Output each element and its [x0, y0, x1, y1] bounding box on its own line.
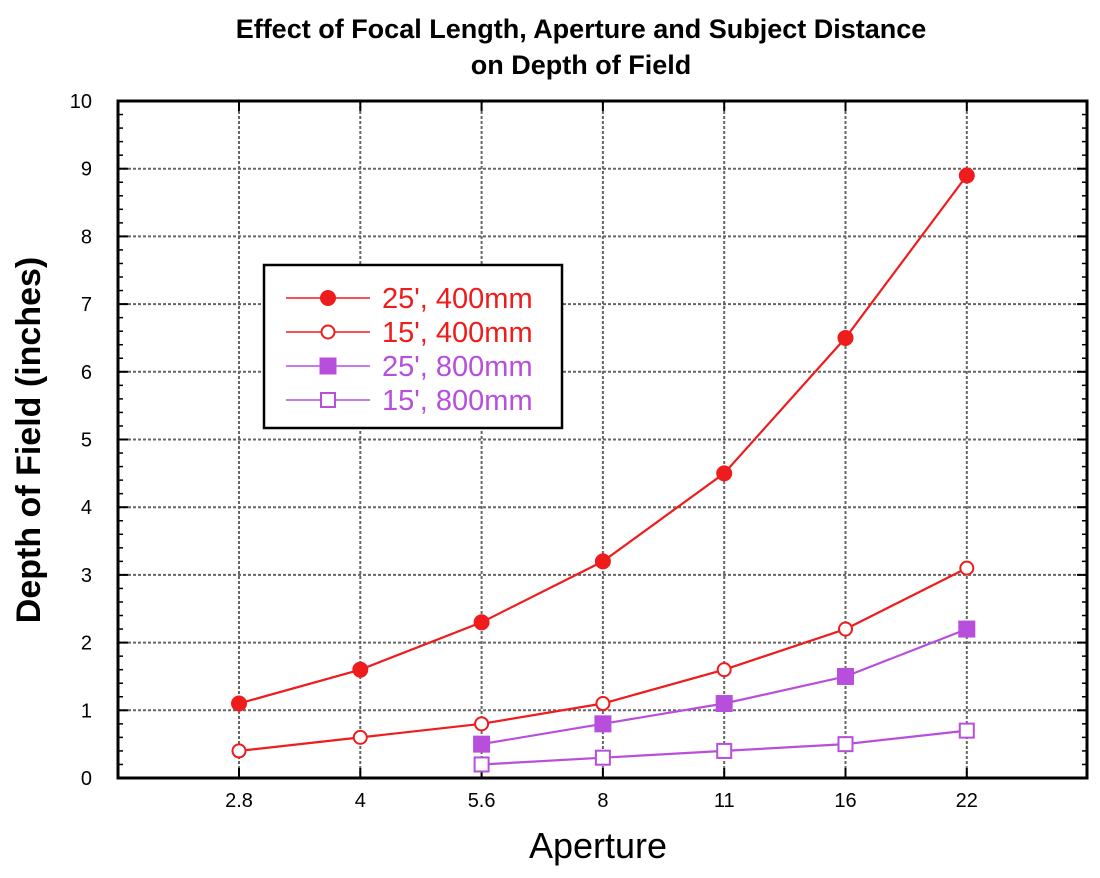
- x-axis-label: Aperture: [529, 825, 667, 866]
- legend-box: [262, 263, 564, 430]
- data-point: [716, 742, 733, 759]
- chart-title-line-1: Effect of Focal Length, Aperture and Sub…: [236, 14, 927, 44]
- series-4: [473, 722, 975, 773]
- series-2: [231, 560, 975, 759]
- data-point: [352, 661, 369, 678]
- legend-label: 25', 400mm: [382, 283, 533, 315]
- legend-item-2: 15', 400mm: [286, 317, 533, 349]
- data-point: [595, 696, 611, 712]
- y-tick-label: 9: [81, 159, 92, 181]
- x-tick-label: 16: [834, 790, 856, 812]
- data-point: [838, 621, 853, 637]
- legend-item-1: 25', 400mm: [286, 283, 533, 315]
- y-tick-label: 8: [81, 226, 92, 248]
- data-point: [594, 553, 611, 570]
- y-tick-label: 1: [81, 700, 92, 722]
- y-tick-label: 3: [81, 565, 92, 587]
- data-point: [231, 695, 247, 712]
- series-3: [473, 620, 976, 753]
- data-point: [594, 749, 611, 766]
- legend-label: 15', 400mm: [382, 317, 533, 349]
- legend-label: 25', 800mm: [382, 351, 533, 383]
- x-tick-label: 5.6: [468, 790, 496, 812]
- y-tick-label: 4: [81, 497, 92, 519]
- data-point: [473, 735, 491, 753]
- grid-lines: [118, 101, 1087, 778]
- y-tick-label: 2: [81, 633, 92, 655]
- chart-title-line-2: on Depth of Field: [471, 50, 691, 80]
- y-tick-label: 0: [81, 768, 92, 790]
- data-point: [958, 620, 976, 638]
- data-point: [837, 667, 854, 685]
- legend-label: 15', 800mm: [382, 385, 533, 417]
- x-tick-label: 22: [956, 790, 978, 812]
- legend-marker: [319, 357, 337, 375]
- data-point: [837, 329, 854, 346]
- data-point: [474, 716, 490, 732]
- data-point: [716, 662, 732, 678]
- y-tick-label: 7: [81, 294, 92, 316]
- legend-marker: [320, 392, 336, 408]
- data-point: [716, 465, 733, 482]
- data-series: [231, 167, 976, 773]
- y-axis-tick-labels: 0 1 2 3 4 5 6 7 8 9 10: [70, 91, 92, 790]
- x-tick-label: 8: [597, 790, 608, 812]
- data-point: [352, 729, 368, 745]
- x-tick-label: 11: [714, 790, 735, 812]
- plot-frame: [116, 99, 1089, 780]
- x-tick-label: 4: [355, 790, 366, 812]
- x-axis-tick-labels: 2.8 4 5.6 8 11 16 22: [225, 790, 978, 812]
- data-point: [958, 167, 975, 184]
- series-1: [231, 167, 975, 712]
- data-point: [473, 756, 490, 773]
- y-tick-label: 5: [81, 430, 92, 452]
- data-point: [715, 695, 733, 713]
- legend-item-4: 15', 800mm: [286, 385, 533, 417]
- y-tick-label: 10: [70, 91, 92, 113]
- data-point: [958, 722, 975, 739]
- legend-marker: [320, 290, 336, 306]
- y-axis-label: Depth of Field (inches): [10, 257, 48, 623]
- x-tick-label: 2.8: [225, 790, 253, 812]
- legend-item-3: 25', 800mm: [286, 351, 533, 383]
- data-point: [231, 743, 247, 759]
- legend-marker: [320, 324, 336, 340]
- data-point: [473, 614, 490, 631]
- data-point: [837, 736, 854, 753]
- data-point: [594, 715, 612, 733]
- data-point: [959, 560, 975, 576]
- y-tick-label: 6: [81, 362, 92, 384]
